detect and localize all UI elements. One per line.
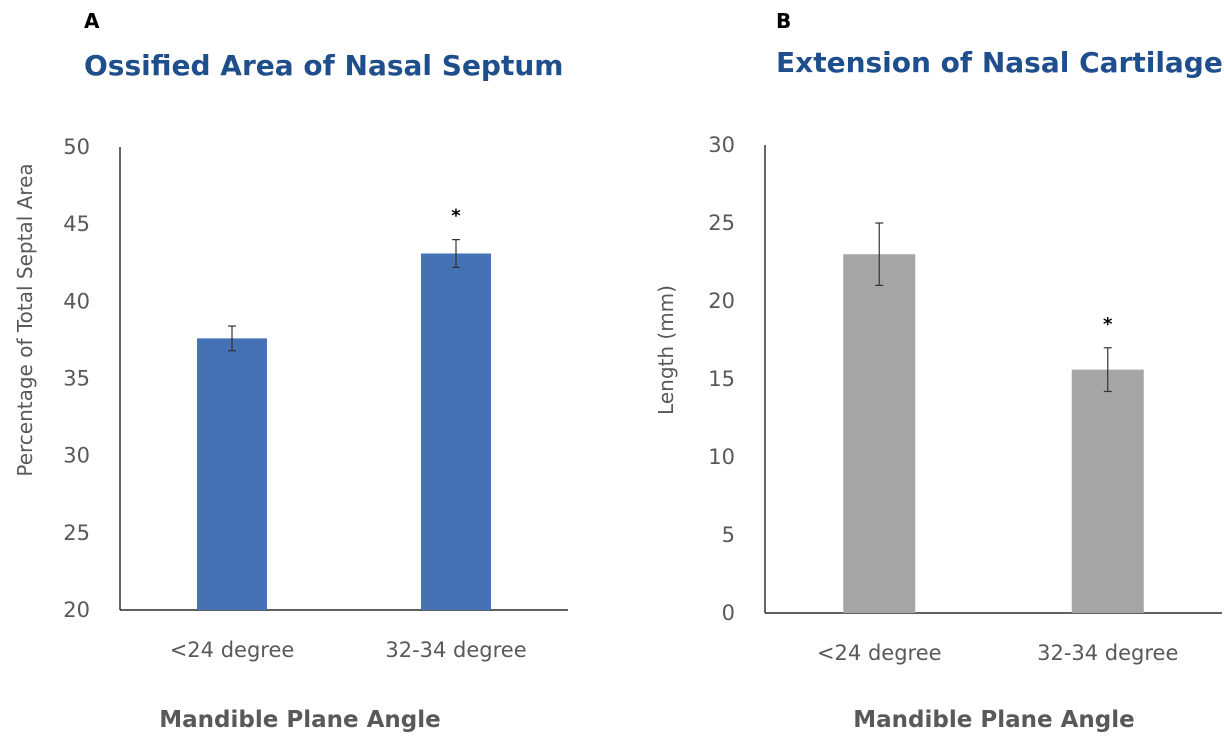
panel-a-title: Ossified Area of Nasal Septum [84,49,563,82]
panel-b-y-tick-label: 30 [708,133,735,157]
panel-a-bar [197,338,267,610]
panel-b-category-label: 32-34 degree [1037,641,1178,665]
panel-b-y-tick-label: 0 [722,601,735,625]
panel-a-category-label: 32-34 degree [385,638,526,662]
panel-a-significance-marker: * [451,206,461,227]
panel-b-y-tick-label: 5 [722,523,735,547]
panel-a-y-tick-label: 35 [63,367,90,391]
panel-b-y-tick-label: 20 [708,289,735,313]
panel-a-y-tick-label: 40 [63,289,90,313]
panel-b-x-axis-label: Mandible Plane Angle [853,707,1134,733]
panel-b-y-tick-label: 10 [708,445,735,469]
panel-a-y-tick-label: 20 [63,598,90,622]
panel-a: A Ossified Area of Nasal Septum Percenta… [13,9,568,733]
panel-b-y-axis-label: Length (mm) [654,285,678,415]
panel-b-significance-marker: * [1103,314,1113,335]
panel-b-category-label: <24 degree [817,641,942,665]
panel-a-y-tick-label: 30 [63,444,90,468]
panel-a-plot: 20 25 30 35 40 45 50 <24 degree 32-34 degree * [63,135,568,662]
panel-b-bar [843,254,916,613]
panel-b-plot: 0 5 10 15 20 25 30 <24 degree 32-34 degree * [708,133,1222,665]
panel-a-x-axis-label: Mandible Plane Angle [159,707,440,733]
panel-b-y-tick-label: 25 [708,211,735,235]
panel-b-y-tick-label: 15 [708,367,735,391]
panel-b: B Extension of Nasal Cartilage Length (m… [654,9,1223,733]
panel-a-bar [421,253,491,611]
panel-b-letter: B [776,9,791,33]
panel-a-y-tick-label: 50 [63,135,90,159]
panel-a-letter: A [84,9,100,33]
panel-a-y-tick-label: 45 [63,212,90,236]
panel-a-y-axis-label: Percentage of Total Septal Area [13,163,37,476]
panel-b-title: Extension of Nasal Cartilage [776,46,1223,79]
panel-b-bar [1071,369,1144,613]
panel-a-category-label: <24 degree [170,638,295,662]
panel-a-y-tick-label: 25 [63,521,90,545]
